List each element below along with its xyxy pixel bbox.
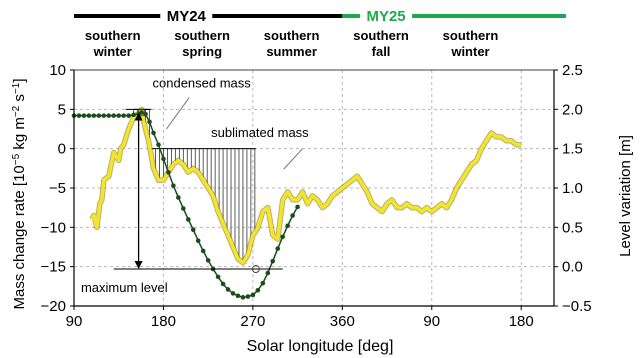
series-point-level — [235, 293, 241, 299]
x-tick-label: 180 — [509, 313, 534, 330]
condensed-mass-label: condensed mass — [153, 75, 252, 90]
series-point-level — [171, 183, 176, 188]
y-tick-label-right: 0.0 — [562, 259, 583, 276]
series-point-level — [139, 110, 144, 115]
season-label-line2: fall — [372, 44, 391, 59]
series-point-level — [106, 113, 112, 118]
series-point-level — [250, 292, 256, 298]
season-label-line1: southern — [443, 28, 499, 43]
max-marker — [137, 108, 146, 117]
martian-year-label: MY24 — [167, 8, 207, 25]
series-point-level — [156, 142, 161, 148]
sublimated-mass-label: sublimated mass — [211, 125, 309, 140]
series-layer — [71, 106, 522, 300]
series-point-level — [101, 113, 107, 118]
arrow-head-down — [134, 261, 143, 270]
series-point-level — [185, 217, 191, 222]
x-tick-label: 360 — [330, 313, 355, 330]
y-axis-label-left: Mass change rate [10−5 kg m−2 s−1] — [11, 78, 28, 309]
series-point-level — [126, 113, 131, 118]
series-point-level — [181, 206, 186, 211]
season-label-line1: southern — [85, 28, 141, 43]
season-label-line1: southern — [353, 28, 409, 43]
sublimated-pointer — [283, 148, 303, 170]
season-label-line1: southern — [264, 28, 320, 43]
arrow-head-up — [134, 112, 143, 121]
series-point-level — [121, 113, 126, 118]
y-tick-label-left: −20 — [41, 298, 66, 315]
y-tick-label-right: 2.0 — [562, 101, 583, 118]
season-label-line2: winter — [450, 44, 489, 59]
axes: 10 5 0 −5 −10 −15 −20 2.5 2.0 1.5 1.0 0.5 0.0 −0.5 90 1… — [41, 62, 592, 330]
series-line-level — [74, 111, 299, 299]
y-tick-label-right: −0.5 — [562, 298, 592, 315]
series-point-level — [166, 169, 171, 175]
series-point-level — [275, 246, 281, 251]
season-header: MY24 MY25southernwintersouthernspringsout… — [74, 8, 566, 59]
series-point-level — [91, 113, 97, 118]
season-label-line2: summer — [266, 44, 317, 59]
series-point-level — [151, 130, 156, 136]
series-point-level — [111, 113, 117, 118]
season-label-line1: southern — [174, 28, 230, 43]
series-point-level — [260, 280, 266, 286]
y-tick-label-left: 0 — [58, 141, 66, 158]
y-tick-label-left: −15 — [41, 259, 66, 276]
y-tick-label-left: 5 — [58, 101, 66, 118]
grid — [74, 70, 554, 306]
series-point-level — [215, 274, 221, 280]
series-point-level — [230, 291, 236, 296]
series-point-level — [285, 223, 290, 229]
x-axis-label: Solar longitude [deg] — [247, 338, 394, 355]
series-point-level — [76, 113, 82, 118]
series-point-level — [220, 281, 226, 287]
y-tick-label-right: 0.5 — [562, 219, 583, 236]
x-tick-label: 270 — [240, 313, 265, 330]
y-tick-label-left: −10 — [41, 219, 66, 236]
series-point-level — [116, 113, 122, 118]
series-point-level — [96, 113, 102, 118]
x-tick-label: 90 — [66, 313, 83, 330]
y-tick-label-right: 1.0 — [562, 180, 583, 197]
series-point-level — [200, 248, 206, 254]
series-point-level — [147, 119, 152, 125]
x-tick-label: 180 — [151, 313, 176, 330]
series-point-level — [295, 204, 300, 210]
x-tick-label: 90 — [423, 313, 440, 330]
series-point-level — [161, 156, 166, 162]
y-axis-label-right: Level variation [m] — [617, 135, 634, 257]
y-tick-label-left: −5 — [49, 180, 66, 197]
season-label-line2: winter — [93, 44, 132, 59]
series-point-level — [255, 287, 261, 293]
y-tick-label-right: 1.5 — [562, 141, 583, 158]
min-marker — [251, 265, 260, 274]
series-point-level — [131, 112, 136, 118]
series-point-level — [225, 287, 231, 292]
martian-year-label: MY25 — [366, 8, 405, 25]
series-point-level — [176, 195, 181, 200]
hatch-bands — [133, 108, 256, 263]
condensed-pointer — [166, 97, 190, 130]
series-point-level — [190, 227, 196, 232]
series-point-level — [81, 113, 87, 118]
series-point-level — [280, 234, 285, 240]
series-point-level — [205, 258, 211, 263]
annotations: condensed mass sublimated mass maximum lev… — [81, 75, 309, 295]
series-point-level — [86, 113, 92, 118]
series-point-level — [245, 294, 251, 299]
series-point-level — [270, 258, 276, 264]
season-label-line2: spring — [182, 44, 222, 59]
series-point-level — [290, 213, 295, 218]
maximum-level-label: maximum level — [81, 280, 168, 295]
series-point-level — [265, 270, 271, 276]
series-line-mass-rate — [90, 107, 522, 265]
series-point-level — [195, 238, 201, 244]
y-tick-label-right: 2.5 — [562, 62, 583, 79]
y-tick-label-left: 10 — [49, 62, 66, 79]
series-point-level — [240, 295, 246, 300]
